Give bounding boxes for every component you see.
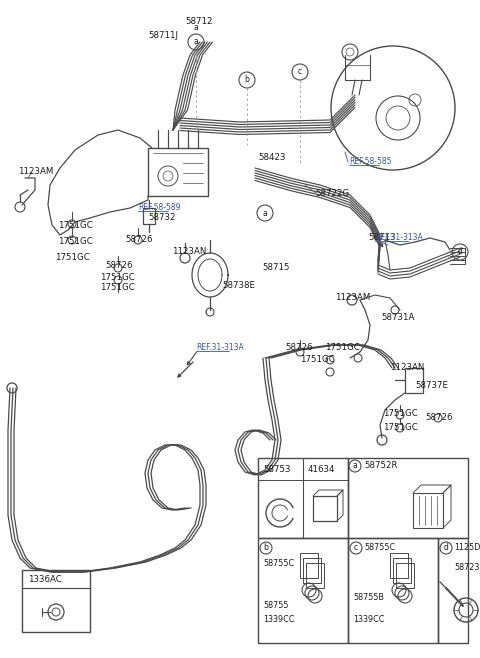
Bar [405,368,423,393]
Text: 58731A: 58731A [381,313,414,322]
Text: REF.31-313A: REF.31-313A [196,343,244,353]
Text: 1125DM: 1125DM [454,544,480,553]
Text: d: d [444,544,448,553]
Text: 1339CC: 1339CC [353,615,384,624]
Text: c: c [298,68,302,76]
Text: 1336AC: 1336AC [28,576,62,584]
Text: 58726: 58726 [105,261,132,270]
Text: a: a [353,461,358,470]
Bar [143,208,155,224]
Text: 58738E: 58738E [222,280,255,290]
Text: 1751GC: 1751GC [325,343,360,353]
Text: d: d [457,247,462,257]
Text: 58737E: 58737E [415,380,448,390]
Text: 41634: 41634 [308,465,336,474]
Text: 58755B: 58755B [353,594,384,603]
Bar [300,553,318,578]
Text: REF.58-589: REF.58-589 [138,203,180,213]
Text: REF.31-313A: REF.31-313A [375,234,423,243]
Text: 58713: 58713 [368,234,396,243]
Text: 1751GC: 1751GC [100,274,135,282]
Bar [258,538,348,643]
Bar [413,493,443,528]
Text: 58712: 58712 [185,18,213,26]
Text: 58715: 58715 [262,263,289,272]
Bar [393,558,411,583]
Text: 1123AM: 1123AM [18,168,53,176]
Bar [303,558,321,583]
Text: 58755C: 58755C [263,559,294,567]
Bar [396,563,414,588]
Text: 1751GC: 1751GC [300,355,335,365]
Text: 58722G: 58722G [315,188,349,197]
Text: 58753: 58753 [263,465,290,474]
Text: 58726: 58726 [125,236,153,245]
Text: a: a [193,24,198,32]
Text: 1751GC: 1751GC [383,424,418,432]
Bar [313,496,337,521]
Bar [348,538,438,643]
Bar [148,148,208,196]
Text: 58726: 58726 [285,343,312,353]
Text: a: a [263,209,267,218]
Text: 1751GC: 1751GC [383,409,418,417]
Text: REF.58-585: REF.58-585 [349,157,392,166]
Text: 1123AN: 1123AN [390,363,424,372]
Text: 58752R: 58752R [364,461,397,470]
Text: 58723: 58723 [454,563,480,572]
Text: 1751GC: 1751GC [58,236,93,245]
Text: 1751GC: 1751GC [100,284,135,293]
Text: 1123AN: 1123AN [172,247,206,257]
Bar [306,563,324,588]
Bar [22,570,90,632]
Bar [390,553,408,578]
Text: a: a [193,38,198,47]
Text: b: b [245,76,250,84]
Text: 58732: 58732 [148,213,176,222]
Text: 1339CC: 1339CC [263,615,294,624]
Bar [348,458,468,538]
Text: 1751GC: 1751GC [55,253,90,263]
Bar [438,538,468,643]
Text: c: c [354,544,358,553]
Text: 58726: 58726 [425,413,453,422]
Bar [258,458,348,538]
Text: 58755: 58755 [263,601,288,611]
Text: 58755C: 58755C [364,544,395,553]
Text: 1751GC: 1751GC [58,220,93,230]
Text: 1123AM: 1123AM [335,293,371,303]
Text: b: b [264,544,268,553]
Text: 58711J: 58711J [148,32,178,41]
Text: 58423: 58423 [258,153,286,161]
